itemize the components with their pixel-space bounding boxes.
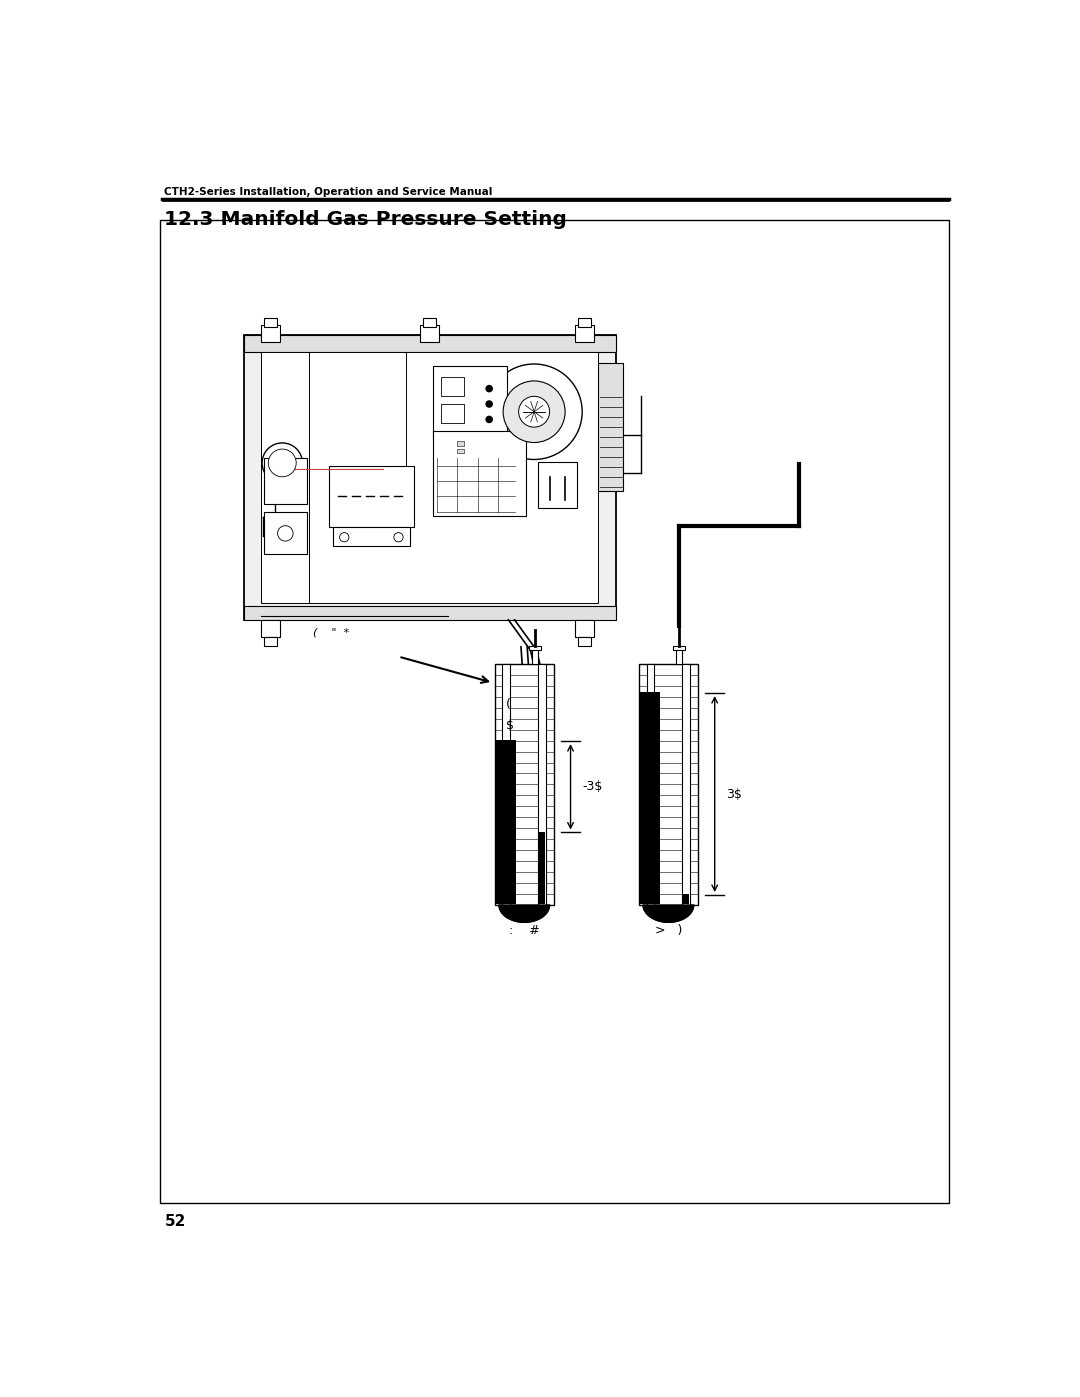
Bar (598, 363, 623, 492)
Circle shape (486, 386, 492, 391)
Bar (576, 620, 594, 637)
Bar (265, 511, 307, 555)
Bar (638, 665, 698, 904)
Bar (539, 831, 545, 904)
Bar (433, 366, 507, 439)
Bar (578, 317, 591, 327)
Bar (423, 317, 435, 327)
Bar (260, 352, 598, 602)
Text: 12.3 Manifold Gas Pressure Setting: 12.3 Manifold Gas Pressure Setting (164, 210, 567, 229)
Bar (243, 335, 616, 352)
Bar (576, 326, 594, 342)
Bar (639, 693, 661, 904)
Bar (578, 637, 591, 645)
Bar (683, 665, 690, 904)
Circle shape (278, 525, 293, 541)
Bar (538, 665, 545, 904)
Bar (333, 527, 410, 546)
Circle shape (268, 448, 296, 476)
Bar (261, 326, 280, 342)
Text: -: - (507, 760, 511, 773)
Bar (265, 317, 276, 327)
Text: $: $ (507, 719, 514, 732)
Text: CTH2-Series Installation, Operation and Service Manual: CTH2-Series Installation, Operation and … (164, 187, 492, 197)
Circle shape (486, 416, 492, 422)
Bar (441, 377, 464, 397)
Bar (529, 645, 541, 651)
Bar (328, 465, 414, 527)
Circle shape (486, 365, 582, 460)
Bar (433, 432, 526, 515)
Text: (: ( (650, 697, 656, 711)
Bar (676, 648, 683, 665)
Circle shape (503, 381, 565, 443)
Bar (243, 606, 616, 620)
Bar (261, 620, 280, 637)
Circle shape (518, 397, 550, 427)
Circle shape (339, 532, 349, 542)
Bar (265, 637, 276, 645)
Text: (    "  *: ( " * (313, 627, 349, 637)
Bar (502, 665, 510, 904)
Bar (243, 335, 616, 620)
Text: (: ( (507, 697, 511, 711)
Bar (265, 458, 307, 504)
Circle shape (486, 401, 492, 407)
Text: 52: 52 (164, 1214, 186, 1229)
Text: -3$: -3$ (582, 781, 603, 793)
Bar (457, 441, 464, 446)
Bar (647, 665, 654, 904)
Bar (495, 665, 554, 904)
Circle shape (394, 532, 403, 542)
Text: 2: 2 (650, 781, 658, 795)
Bar (420, 326, 438, 342)
Text: 2: 2 (507, 781, 514, 795)
Bar (531, 648, 538, 665)
Text: 3$: 3$ (727, 788, 742, 800)
Bar (441, 404, 464, 423)
Bar (683, 894, 689, 904)
Text: -: - (650, 760, 654, 773)
Bar (457, 448, 464, 453)
Bar (538, 462, 577, 509)
Bar (673, 645, 685, 651)
Circle shape (262, 443, 302, 483)
Text: :    #: : # (509, 923, 539, 937)
Bar (496, 740, 516, 904)
Text: $: $ (650, 719, 659, 732)
Text: >   ): > ) (654, 923, 681, 937)
